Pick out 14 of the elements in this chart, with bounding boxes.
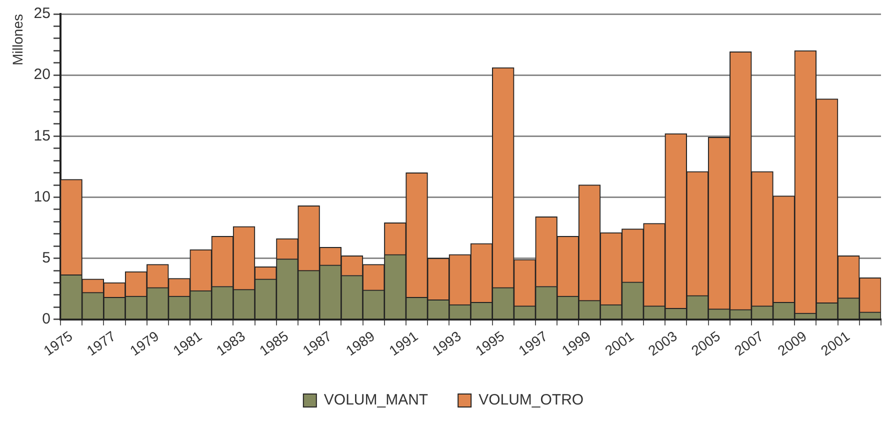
legend-label: VOLUM_MANT bbox=[324, 392, 428, 409]
y-tick-label: 20 bbox=[34, 66, 50, 84]
y-axis-title: Millones bbox=[9, 14, 26, 66]
x-tick-label: 1979 bbox=[126, 328, 162, 359]
y-tick-label: 0 bbox=[42, 310, 50, 328]
y-tick-label: 5 bbox=[42, 249, 50, 266]
x-tick-label: 1999 bbox=[558, 328, 594, 359]
x-tick-label: 1991 bbox=[386, 328, 421, 359]
y-tick-label: 10 bbox=[34, 188, 50, 206]
y-tick-label: 15 bbox=[34, 127, 50, 144]
x-tick-label: 1989 bbox=[342, 328, 378, 359]
x-tick-label: 1981 bbox=[170, 328, 205, 359]
y-tick-label: 25 bbox=[34, 5, 50, 22]
legend-label: VOLUM_OTRO bbox=[478, 392, 584, 409]
